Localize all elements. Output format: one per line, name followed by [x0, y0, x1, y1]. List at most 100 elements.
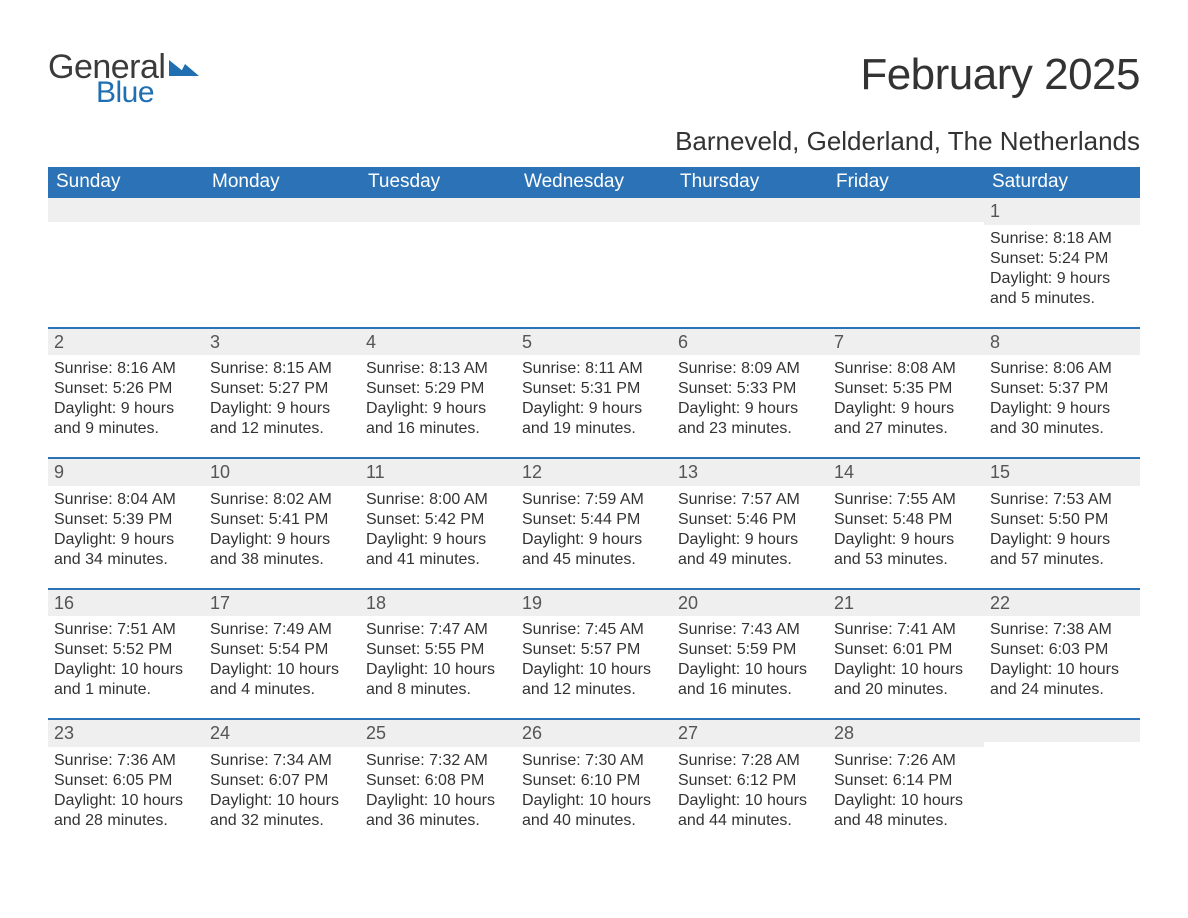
day-header-sunday: Sunday	[48, 167, 204, 198]
week-row: 16Sunrise: 7:51 AMSunset: 5:52 PMDayligh…	[48, 588, 1140, 719]
day-cell	[984, 718, 1140, 849]
day-cell: 12Sunrise: 7:59 AMSunset: 5:44 PMDayligh…	[516, 457, 672, 588]
sunrise-text: Sunrise: 7:55 AM	[834, 490, 978, 510]
daylight-text: Daylight: 10 hours and 20 minutes.	[834, 660, 978, 700]
sunrise-text: Sunrise: 7:38 AM	[990, 620, 1134, 640]
day-content: Sunrise: 7:30 AMSunset: 6:10 PMDaylight:…	[522, 751, 666, 831]
sunrise-text: Sunrise: 7:28 AM	[678, 751, 822, 771]
day-number	[204, 198, 360, 222]
day-content: Sunrise: 8:08 AMSunset: 5:35 PMDaylight:…	[834, 359, 978, 439]
daylight-text: Daylight: 10 hours and 4 minutes.	[210, 660, 354, 700]
day-number: 12	[516, 457, 672, 486]
day-header-tuesday: Tuesday	[360, 167, 516, 198]
sunrise-text: Sunrise: 8:16 AM	[54, 359, 198, 379]
day-number: 2	[48, 327, 204, 356]
page-title: February 2025	[860, 50, 1140, 100]
day-number: 6	[672, 327, 828, 356]
location-text: Barneveld, Gelderland, The Netherlands	[48, 126, 1140, 157]
sunrise-text: Sunrise: 7:45 AM	[522, 620, 666, 640]
day-content: Sunrise: 8:06 AMSunset: 5:37 PMDaylight:…	[990, 359, 1134, 439]
sunset-text: Sunset: 5:41 PM	[210, 510, 354, 530]
sunset-text: Sunset: 5:24 PM	[990, 249, 1134, 269]
day-content: Sunrise: 7:34 AMSunset: 6:07 PMDaylight:…	[210, 751, 354, 831]
sunset-text: Sunset: 5:57 PM	[522, 640, 666, 660]
day-number	[48, 198, 204, 222]
sunset-text: Sunset: 5:48 PM	[834, 510, 978, 530]
day-cell: 10 Sunrise: 8:02 AMSunset: 5:41 PMDayligh…	[204, 457, 360, 588]
day-content: Sunrise: 7:28 AMSunset: 6:12 PMDaylight:…	[678, 751, 822, 831]
sunset-text: Sunset: 5:37 PM	[990, 379, 1134, 399]
day-content: Sunrise: 8:16 AMSunset: 5:26 PMDaylight:…	[54, 359, 198, 439]
sunset-text: Sunset: 6:14 PM	[834, 771, 978, 791]
daylight-text: Daylight: 10 hours and 32 minutes.	[210, 791, 354, 831]
day-number: 10	[204, 457, 360, 486]
sunset-text: Sunset: 5:55 PM	[366, 640, 510, 660]
day-cell: 19Sunrise: 7:45 AMSunset: 5:57 PMDayligh…	[516, 588, 672, 719]
day-cell: 28 Sunrise: 7:26 AMSunset: 6:14 PMDayligh…	[828, 718, 984, 849]
daylight-text: Daylight: 9 hours and 38 minutes.	[210, 530, 354, 570]
sunrise-text: Sunrise: 7:41 AM	[834, 620, 978, 640]
day-content: Sunrise: 8:13 AMSunset: 5:29 PMDaylight:…	[366, 359, 510, 439]
day-number: 7	[828, 327, 984, 356]
sunrise-text: Sunrise: 7:36 AM	[54, 751, 198, 771]
daylight-text: Daylight: 10 hours and 16 minutes.	[678, 660, 822, 700]
daylight-text: Daylight: 9 hours and 9 minutes.	[54, 399, 198, 439]
day-number: 15	[984, 457, 1140, 486]
sunrise-text: Sunrise: 7:26 AM	[834, 751, 978, 771]
logo-flag-icon	[169, 56, 201, 87]
day-cell: 14Sunrise: 7:55 AMSunset: 5:48 PMDayligh…	[828, 457, 984, 588]
day-number: 11	[360, 457, 516, 486]
day-content: Sunrise: 7:43 AMSunset: 5:59 PMDaylight:…	[678, 620, 822, 700]
day-number: 13	[672, 457, 828, 486]
sunrise-text: Sunrise: 7:47 AM	[366, 620, 510, 640]
day-number	[984, 718, 1140, 742]
day-content: Sunrise: 7:38 AMSunset: 6:03 PMDaylight:…	[990, 620, 1134, 700]
week-row: 23Sunrise: 7:36 AMSunset: 6:05 PMDayligh…	[48, 718, 1140, 849]
day-cell: 20Sunrise: 7:43 AMSunset: 5:59 PMDayligh…	[672, 588, 828, 719]
day-number: 24	[204, 718, 360, 747]
sunrise-text: Sunrise: 7:51 AM	[54, 620, 198, 640]
day-number: 17	[204, 588, 360, 617]
day-number: 8	[984, 327, 1140, 356]
calendar-body: 1Sunrise: 8:18 AMSunset: 5:24 PMDaylight…	[48, 198, 1140, 849]
sunset-text: Sunset: 5:50 PM	[990, 510, 1134, 530]
sunset-text: Sunset: 5:54 PM	[210, 640, 354, 660]
sunset-text: Sunset: 6:01 PM	[834, 640, 978, 660]
daylight-text: Daylight: 10 hours and 28 minutes.	[54, 791, 198, 831]
day-number: 23	[48, 718, 204, 747]
day-cell: 6Sunrise: 8:09 AMSunset: 5:33 PMDaylight…	[672, 327, 828, 458]
sunrise-text: Sunrise: 7:59 AM	[522, 490, 666, 510]
day-number: 4	[360, 327, 516, 356]
day-cell: 22Sunrise: 7:38 AMSunset: 6:03 PMDayligh…	[984, 588, 1140, 719]
day-content: Sunrise: 7:26 AMSunset: 6:14 PMDaylight:…	[834, 751, 978, 831]
day-cell: 16Sunrise: 7:51 AMSunset: 5:52 PMDayligh…	[48, 588, 204, 719]
sunrise-text: Sunrise: 8:18 AM	[990, 229, 1134, 249]
day-number	[672, 198, 828, 222]
daylight-text: Daylight: 10 hours and 8 minutes.	[366, 660, 510, 700]
daylight-text: Daylight: 9 hours and 57 minutes.	[990, 530, 1134, 570]
day-number	[516, 198, 672, 222]
day-number: 28	[828, 718, 984, 747]
daylight-text: Daylight: 9 hours and 30 minutes.	[990, 399, 1134, 439]
daylight-text: Daylight: 9 hours and 49 minutes.	[678, 530, 822, 570]
day-number: 5	[516, 327, 672, 356]
sunset-text: Sunset: 5:31 PM	[522, 379, 666, 399]
sunset-text: Sunset: 5:42 PM	[366, 510, 510, 530]
day-cell: 11Sunrise: 8:00 AMSunset: 5:42 PMDayligh…	[360, 457, 516, 588]
day-number: 19	[516, 588, 672, 617]
day-content: Sunrise: 7:47 AMSunset: 5:55 PMDaylight:…	[366, 620, 510, 700]
day-content: Sunrise: 7:55 AMSunset: 5:48 PMDaylight:…	[834, 490, 978, 570]
daylight-text: Daylight: 10 hours and 24 minutes.	[990, 660, 1134, 700]
daylight-text: Daylight: 10 hours and 40 minutes.	[522, 791, 666, 831]
header-row: General Blue February 2025	[48, 50, 1140, 108]
day-cell: 5Sunrise: 8:11 AMSunset: 5:31 PMDaylight…	[516, 327, 672, 458]
day-cell: 1Sunrise: 8:18 AMSunset: 5:24 PMDaylight…	[984, 198, 1140, 327]
day-cell	[516, 198, 672, 327]
sunset-text: Sunset: 5:35 PM	[834, 379, 978, 399]
day-number	[828, 198, 984, 222]
sunrise-text: Sunrise: 8:02 AM	[210, 490, 354, 510]
day-header-thursday: Thursday	[672, 167, 828, 198]
day-content: Sunrise: 7:49 AMSunset: 5:54 PMDaylight:…	[210, 620, 354, 700]
sunrise-text: Sunrise: 8:13 AM	[366, 359, 510, 379]
sunset-text: Sunset: 5:33 PM	[678, 379, 822, 399]
